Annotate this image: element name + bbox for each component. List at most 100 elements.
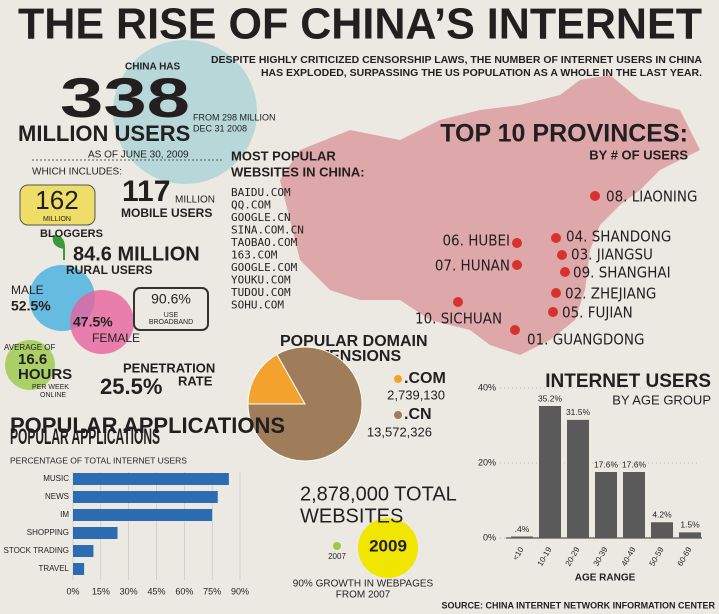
province-dot (551, 288, 561, 298)
pie-slice (247, 353, 306, 405)
websites-title: WEBSITES IN CHINA: (231, 164, 365, 179)
pie-slice (247, 346, 363, 462)
value-label: 17.6% (622, 459, 647, 469)
users-previous: DEC 31 2008 (193, 123, 247, 133)
male-label: MALE (11, 283, 44, 297)
hours-circle (5, 340, 55, 390)
hours-unit: ONLINE (40, 392, 66, 399)
hours-value: 16.6 (18, 351, 47, 368)
growth-total: WEBSITES (300, 505, 403, 527)
website: SINA.COM.CN (231, 224, 304, 237)
value-label: .4% (515, 524, 530, 534)
province-label: 04. SHANDONG (566, 228, 671, 246)
province-label: 08. LIAONING (606, 188, 697, 206)
title: THE RISE OF CHINA’S INTERNET (18, 0, 702, 49)
value-label: 17.6% (594, 459, 619, 469)
province-label: 02. ZHEJIANG (565, 285, 656, 303)
bar (623, 472, 645, 538)
province-label: 06. HUBEI (442, 232, 510, 250)
users-date: AS OF JUNE 30, 2009 (88, 150, 189, 161)
mobile-label: MOBILE USERS (121, 206, 212, 220)
penetration-label: PENETRATION (123, 360, 215, 375)
bar (651, 522, 673, 538)
rural-icon (52, 234, 65, 260)
users-count: 338 (60, 66, 190, 129)
value-label: 13,572,326 (367, 424, 432, 439)
value-label: 2,739,130 (387, 387, 445, 402)
y-tick-label: 40% (478, 382, 496, 392)
blogger-icon (19, 184, 96, 226)
users-unit: MILLION USERS (18, 121, 190, 146)
category-label: IM (60, 510, 69, 519)
province-dot (560, 267, 570, 277)
penetration-label: RATE (178, 373, 213, 388)
users-lead: CHINA HAS (125, 62, 181, 73)
bar (73, 509, 213, 521)
legend-dot (394, 411, 402, 419)
category-label: TRAVEL (38, 564, 69, 573)
website: TUDOU.COM (231, 286, 291, 299)
chart-title: INTERNET USERS (545, 371, 711, 392)
website: YOUKU.COM (231, 274, 291, 287)
hours-unit: PER WEEK (32, 384, 69, 391)
website: QQ.COM (231, 199, 271, 212)
source: SOURCE: CHINA INTERNET NETWORK INFORMATI… (442, 600, 716, 610)
province-label: 07. HUNAN (435, 257, 510, 275)
male-value: 52.5% (11, 298, 51, 314)
broadband-value: 90.6% (151, 291, 191, 307)
female-label: FEMALE (92, 331, 140, 345)
chart-subtitle: BY AGE GROUP (612, 392, 711, 407)
province-dot (512, 260, 522, 270)
legend-label: .CN (404, 406, 432, 423)
bar (73, 491, 218, 503)
bar (73, 527, 118, 539)
x-tick-label: 15% (92, 586, 110, 596)
websites-title: MOST POPULAR (231, 148, 336, 163)
broadband-icon (133, 287, 209, 331)
bar (73, 473, 229, 485)
y-tick-label: 20% (478, 457, 496, 467)
female-circle (70, 290, 134, 354)
growth-circle-2009 (358, 518, 418, 578)
category-label: MUSIC (43, 474, 69, 483)
subtitle: DESPITE HIGHLY CRITICIZED CENSORSHIP LAW… (211, 54, 702, 66)
x-tick-label: 45% (147, 586, 165, 596)
bar (73, 545, 94, 557)
subtitle: HAS EXPLODED, SURPASSING THE US POPULATI… (261, 67, 702, 79)
provinces-subtitle: BY # OF USERS (589, 147, 688, 162)
province-dot (512, 238, 522, 248)
broadband-label: BROADBAND (149, 319, 193, 326)
website: TAOBAO.COM (231, 236, 298, 249)
bar (539, 406, 561, 538)
growth-circle-2007 (333, 542, 341, 550)
website: SOHU.COM (231, 299, 284, 312)
category-label: SHOPPING (27, 528, 69, 537)
bar (679, 532, 701, 538)
province-dot (453, 297, 463, 307)
province-dot (551, 233, 561, 243)
bloggers-label: BLOGGERS (40, 228, 103, 240)
value-label: 35.2% (538, 393, 563, 403)
legend-label: .COM (404, 370, 446, 387)
province-dot (510, 325, 520, 335)
website: BAIDU.COM (231, 186, 291, 199)
province-label: 09. SHANGHAI (573, 264, 671, 282)
female-value: 47.5% (73, 314, 113, 330)
province-label: 05. FUJIAN (562, 304, 633, 322)
website: GOOGLE.CN (231, 211, 291, 224)
province-label: 10. SICHUAN (415, 310, 502, 328)
growth-note: FROM 2007 (336, 590, 391, 601)
category-label: NEWS (45, 492, 69, 501)
province-label: 03. JIANGSU (571, 246, 653, 264)
website: GOOGLE.COM (231, 261, 298, 274)
mobile-count: 117 (122, 175, 170, 208)
growth-note: 90% GROWTH IN WEBPAGES (293, 579, 434, 590)
bar (511, 536, 533, 538)
bar (567, 419, 589, 538)
growth-year: 2007 (328, 552, 346, 561)
chart-title: POPULAR APPLICATIONS (10, 424, 160, 449)
value-label: 31.5% (566, 407, 591, 417)
rural-label: RURAL USERS (66, 263, 152, 277)
category-label: STOCK TRADING (4, 546, 70, 555)
